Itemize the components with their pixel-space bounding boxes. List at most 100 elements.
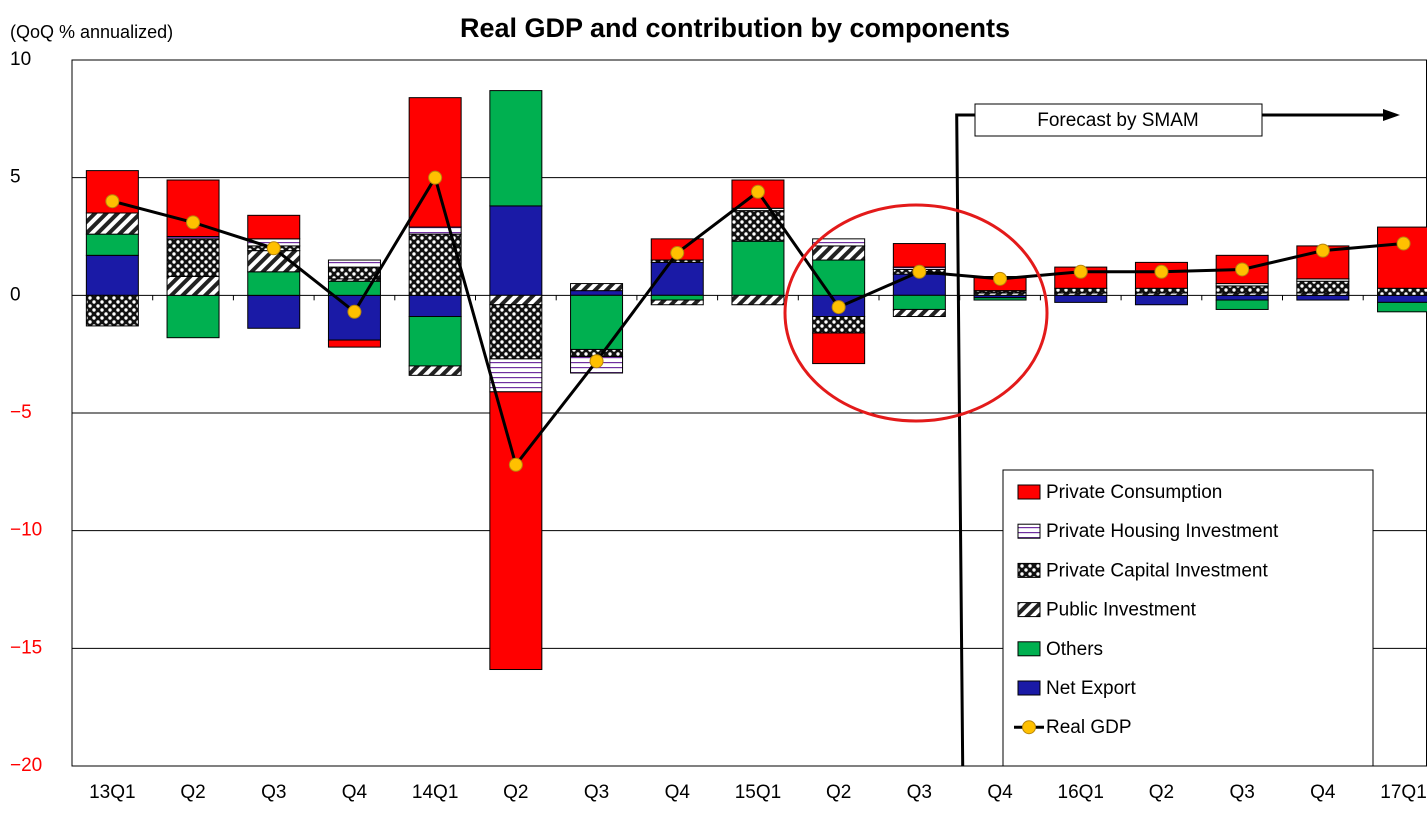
bar-segment bbox=[570, 283, 624, 292]
legend bbox=[1002, 469, 1374, 767]
bar-segment bbox=[408, 294, 462, 318]
x-tick-label: 16Q1 bbox=[1058, 782, 1104, 803]
bar-segment bbox=[1054, 294, 1108, 303]
legend-label: Others bbox=[1046, 639, 1103, 660]
x-tick-label: Q4 bbox=[665, 782, 691, 803]
gdp-marker bbox=[1315, 243, 1330, 258]
highlight-circle bbox=[783, 203, 1049, 423]
legend-marker bbox=[1022, 720, 1036, 735]
annotation-box bbox=[974, 103, 1263, 137]
x-tick-label: Q3 bbox=[1229, 782, 1254, 803]
y-tick-label: −15 bbox=[10, 637, 42, 658]
forecast-divider bbox=[955, 113, 975, 767]
bar-segment bbox=[650, 261, 704, 296]
gdp-marker bbox=[1154, 264, 1169, 279]
bar-segment bbox=[812, 245, 866, 261]
x-tick-label: Q4 bbox=[1310, 782, 1336, 803]
bar-segment bbox=[489, 205, 543, 296]
legend-swatch bbox=[1017, 680, 1041, 696]
bar-segment bbox=[1377, 287, 1427, 296]
y-tick-label: 5 bbox=[10, 167, 21, 188]
gdp-marker bbox=[1396, 236, 1411, 251]
bar-segment bbox=[812, 259, 866, 296]
x-tick-label: Q2 bbox=[180, 782, 205, 803]
bar-segment bbox=[408, 365, 462, 376]
x-tick-label: Q4 bbox=[342, 782, 368, 803]
bar-segment bbox=[892, 308, 946, 318]
y-tick-label: 0 bbox=[10, 284, 21, 305]
legend-label: Public Investment bbox=[1046, 600, 1197, 621]
bar-segment bbox=[327, 259, 381, 268]
bar-segment bbox=[247, 214, 301, 240]
bar-segment bbox=[731, 294, 785, 306]
gdp-marker bbox=[1073, 264, 1088, 279]
bar-segment bbox=[1377, 226, 1427, 289]
legend-label: Real GDP bbox=[1046, 717, 1132, 738]
bar-segment bbox=[1215, 299, 1269, 310]
bar-segment bbox=[85, 212, 139, 235]
legend-label: Private Consumption bbox=[1046, 482, 1222, 503]
bar-segment bbox=[489, 90, 543, 207]
bar-segment bbox=[731, 240, 785, 296]
bar-segment bbox=[650, 294, 704, 301]
gdp-marker bbox=[670, 245, 685, 260]
bar-segment bbox=[166, 294, 220, 339]
y-tick-label: −10 bbox=[10, 520, 42, 541]
bar-segment bbox=[1377, 301, 1427, 313]
bar-segment bbox=[489, 391, 543, 671]
bar-segment bbox=[812, 332, 866, 365]
gdp-marker bbox=[750, 184, 765, 199]
bar-segment bbox=[812, 238, 866, 247]
annotation: Forecast by SMAM bbox=[1037, 110, 1199, 131]
bar-segment bbox=[247, 271, 301, 296]
gdp-marker bbox=[105, 194, 120, 209]
x-tick-label: Q3 bbox=[584, 782, 609, 803]
bar-segment bbox=[812, 316, 866, 334]
bar-segment bbox=[247, 294, 301, 329]
x-tick-label: Q2 bbox=[1149, 782, 1174, 803]
gdp-marker bbox=[428, 170, 443, 185]
bar-segment bbox=[166, 238, 220, 278]
bar-segment bbox=[1134, 287, 1188, 294]
arrow-head bbox=[1383, 109, 1400, 121]
legend-swatch bbox=[1017, 602, 1041, 618]
gdp-marker bbox=[347, 304, 362, 319]
y-tick-label: 10 bbox=[10, 49, 31, 70]
bar-segment bbox=[85, 254, 139, 296]
bar-segment bbox=[408, 226, 462, 235]
gdp-marker bbox=[508, 457, 523, 472]
x-tick-label: 14Q1 bbox=[412, 782, 458, 803]
gdp-marker bbox=[912, 264, 927, 279]
y-tick-label: −5 bbox=[10, 402, 32, 423]
bar-segment bbox=[85, 294, 139, 327]
bar-segment bbox=[570, 294, 624, 350]
bar-segment bbox=[1054, 287, 1108, 294]
bar-segment bbox=[166, 276, 220, 296]
y-axis-label: (QoQ % annualized) bbox=[10, 22, 173, 42]
gdp-marker bbox=[266, 241, 281, 256]
bar-segment bbox=[892, 243, 946, 268]
chart-title: Real GDP and contribution by components bbox=[460, 13, 1010, 43]
bar-segment bbox=[327, 339, 381, 348]
bar-segment bbox=[85, 233, 139, 256]
gdp-marker bbox=[1235, 262, 1250, 277]
bar-segment bbox=[489, 294, 543, 306]
legend-swatch bbox=[1017, 562, 1041, 578]
legend-swatch bbox=[1017, 484, 1041, 500]
x-tick-label: Q2 bbox=[503, 782, 528, 803]
legend-label: Net Export bbox=[1046, 678, 1136, 699]
x-tick-label: 17Q1 bbox=[1380, 782, 1426, 803]
legend-label: Private Capital Investment bbox=[1046, 560, 1268, 581]
bar-segment bbox=[973, 297, 1027, 301]
bar-segment bbox=[408, 316, 462, 367]
bar-segment bbox=[1215, 294, 1269, 301]
legend-swatch bbox=[1017, 641, 1041, 657]
bar-segment bbox=[1296, 294, 1350, 301]
x-tick-label: Q2 bbox=[826, 782, 851, 803]
bar-segment bbox=[1134, 294, 1188, 306]
bar-segment bbox=[1377, 294, 1427, 303]
x-tick-label: Q4 bbox=[987, 782, 1013, 803]
bar-segment bbox=[489, 358, 543, 393]
x-tick-label: 15Q1 bbox=[735, 782, 781, 803]
